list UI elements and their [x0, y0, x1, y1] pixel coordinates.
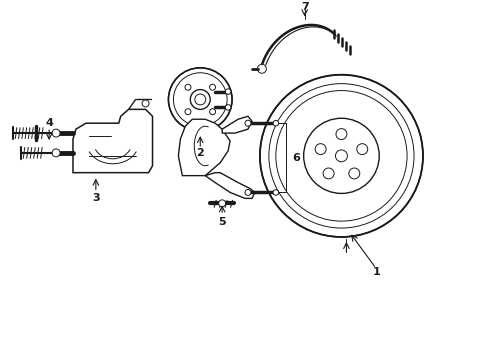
Text: 6: 6 — [292, 153, 300, 163]
Circle shape — [225, 105, 231, 110]
Circle shape — [336, 129, 347, 140]
Circle shape — [52, 129, 60, 137]
Circle shape — [190, 90, 210, 109]
Text: 1: 1 — [372, 266, 380, 276]
Text: 3: 3 — [92, 193, 99, 203]
Polygon shape — [205, 173, 255, 198]
Circle shape — [210, 109, 216, 115]
Circle shape — [357, 144, 368, 154]
Circle shape — [257, 64, 267, 73]
Circle shape — [323, 168, 334, 179]
Circle shape — [210, 84, 216, 90]
Polygon shape — [73, 109, 152, 173]
Polygon shape — [222, 116, 252, 133]
Text: 5: 5 — [219, 217, 226, 227]
Circle shape — [185, 84, 191, 90]
Text: 4: 4 — [45, 118, 53, 128]
Circle shape — [336, 150, 347, 162]
Text: 2: 2 — [196, 148, 204, 158]
Circle shape — [52, 149, 60, 157]
Circle shape — [260, 75, 423, 237]
Circle shape — [142, 100, 149, 107]
Circle shape — [195, 94, 206, 105]
Circle shape — [273, 190, 279, 195]
Circle shape — [225, 89, 231, 94]
Circle shape — [349, 168, 360, 179]
Polygon shape — [178, 119, 230, 176]
Circle shape — [245, 189, 251, 195]
Text: 7: 7 — [301, 3, 309, 13]
Circle shape — [169, 68, 232, 131]
Circle shape — [245, 120, 251, 126]
Circle shape — [185, 109, 191, 115]
Circle shape — [273, 121, 279, 126]
Circle shape — [219, 200, 225, 207]
Circle shape — [304, 118, 379, 193]
Circle shape — [315, 144, 326, 154]
